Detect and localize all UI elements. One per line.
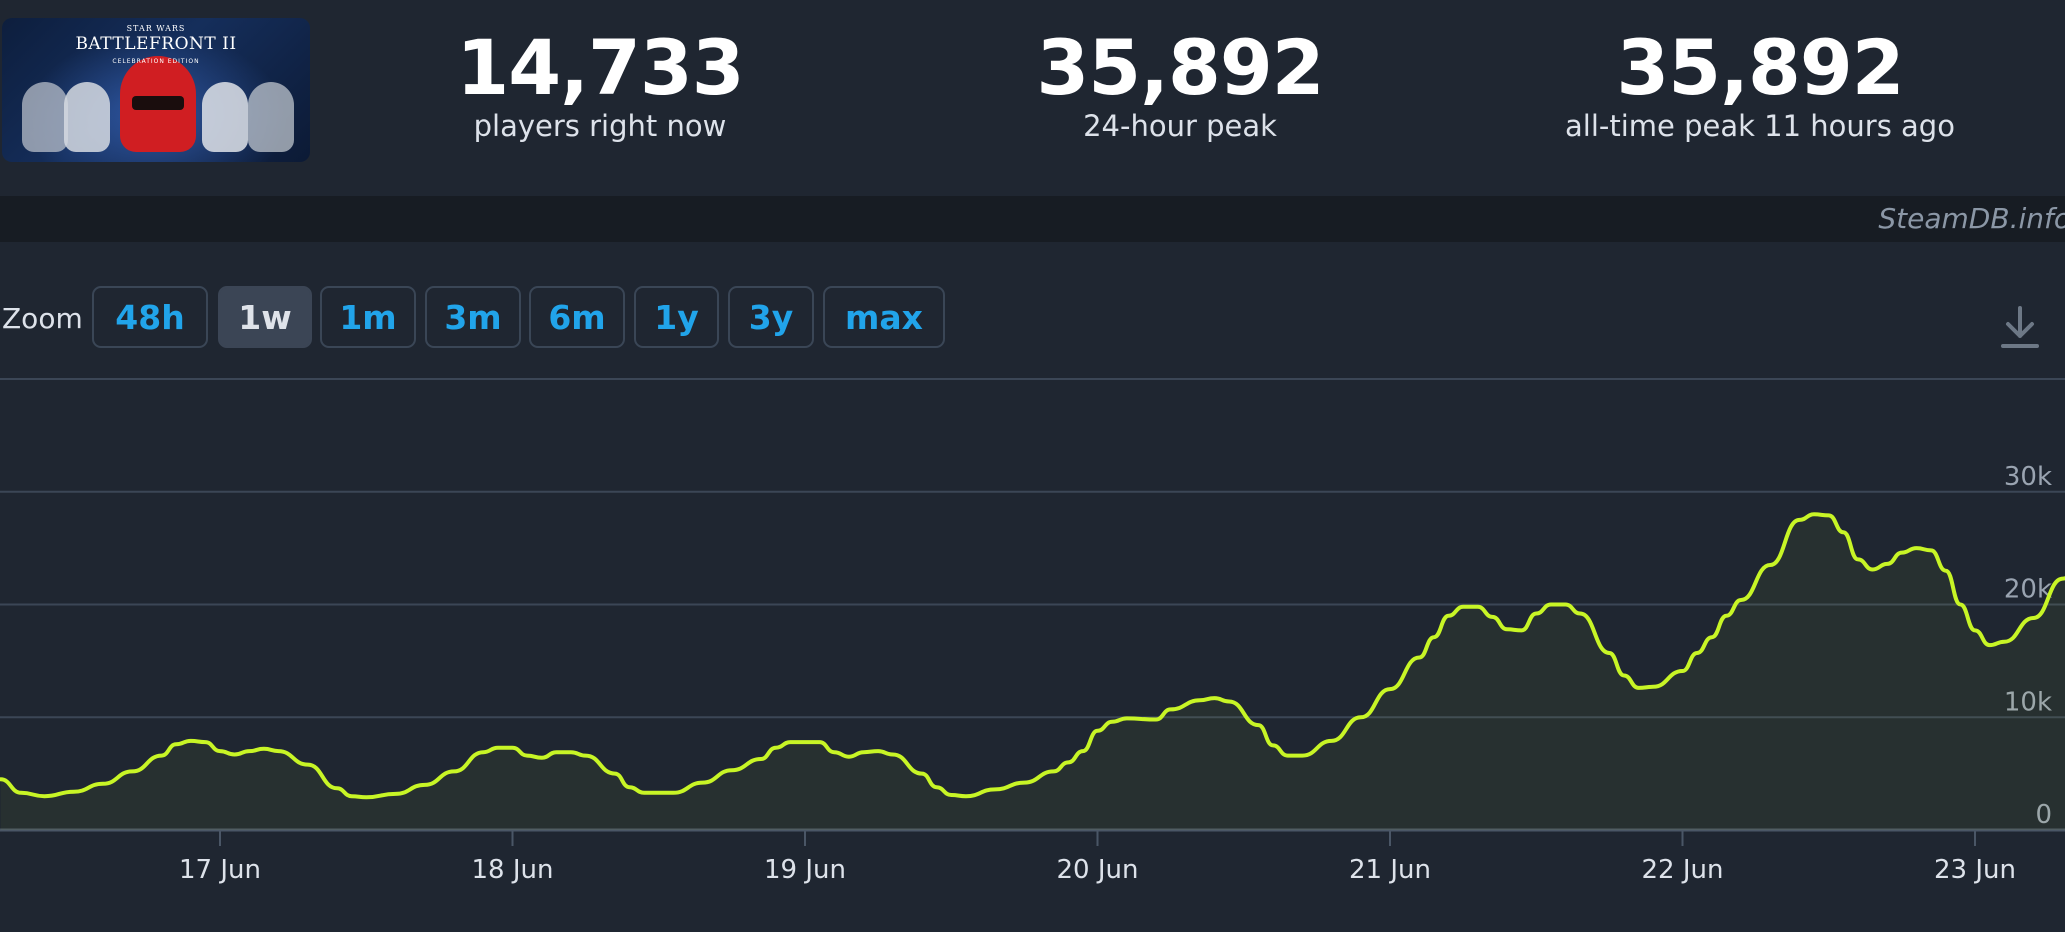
zoom-button-3y[interactable]: 3y	[728, 286, 814, 348]
stat-label: all-time peak 11 hours ago	[1565, 109, 1955, 143]
y-tick-label: 10k	[2004, 687, 2052, 717]
download-icon[interactable]	[2000, 306, 2040, 350]
x-tick-label: 20 Jun	[1057, 855, 1139, 885]
stats-header: STAR WARS BATTLEFRONT II CELEBRATION EDI…	[0, 0, 2065, 196]
zoom-button-max[interactable]: max	[823, 286, 945, 348]
stat-24h-peak: 35,892 24-hour peak	[980, 22, 1380, 144]
stormtrooper-helmet-icon	[248, 82, 294, 152]
x-tick-label: 22 Jun	[1642, 855, 1724, 885]
y-tick-label: 30k	[2004, 462, 2052, 492]
stormtrooper-helmet-icon	[22, 82, 68, 152]
series-line	[0, 512, 2065, 800]
stat-label: 24-hour peak	[1083, 109, 1277, 143]
x-tick-label: 19 Jun	[764, 855, 846, 885]
stormtrooper-helmet-icon	[64, 82, 110, 152]
zoom-button-3m[interactable]: 3m	[425, 286, 521, 348]
zoom-button-1y[interactable]: 1y	[634, 286, 719, 348]
x-tick-label: 23 Jun	[1934, 855, 2016, 885]
stat-value: 35,892	[1616, 23, 1904, 112]
zoom-button-1m[interactable]: 1m	[320, 286, 416, 348]
stormtrooper-helmet-icon	[202, 82, 248, 152]
zoom-button-1w[interactable]: 1w	[218, 286, 312, 348]
capsule-logo-top: STAR WARS	[126, 24, 186, 33]
steamdb-credit[interactable]: SteamDB.info	[1878, 202, 2065, 235]
y-tick-label: 20k	[2004, 575, 2052, 605]
x-tick-label: 18 Jun	[472, 855, 554, 885]
series-area	[0, 514, 2065, 830]
stat-value: 35,892	[1036, 23, 1324, 112]
y-tick-label: 0	[2035, 800, 2052, 830]
game-capsule-image[interactable]: STAR WARS BATTLEFRONT II CELEBRATION EDI…	[2, 18, 310, 162]
helmet-visor	[132, 96, 184, 110]
zoom-label: Zoom	[2, 302, 83, 335]
stat-players-now: 14,733 players right now	[400, 22, 800, 144]
credit-band: SteamDB.info	[0, 196, 2065, 242]
capsule-logo-title: BATTLEFRONT II	[75, 34, 237, 54]
x-tick-label: 17 Jun	[179, 855, 261, 885]
stat-label: players right now	[473, 109, 727, 143]
chart-area	[0, 242, 2065, 932]
zoom-button-6m[interactable]: 6m	[529, 286, 625, 348]
x-tick-label: 21 Jun	[1349, 855, 1431, 885]
stat-all-time-peak: 35,892 all-time peak 11 hours ago	[1540, 22, 1980, 144]
zoom-button-48h[interactable]: 48h	[92, 286, 208, 348]
stat-value: 14,733	[456, 23, 744, 112]
capsule-logo-sub: CELEBRATION EDITION	[112, 58, 200, 65]
